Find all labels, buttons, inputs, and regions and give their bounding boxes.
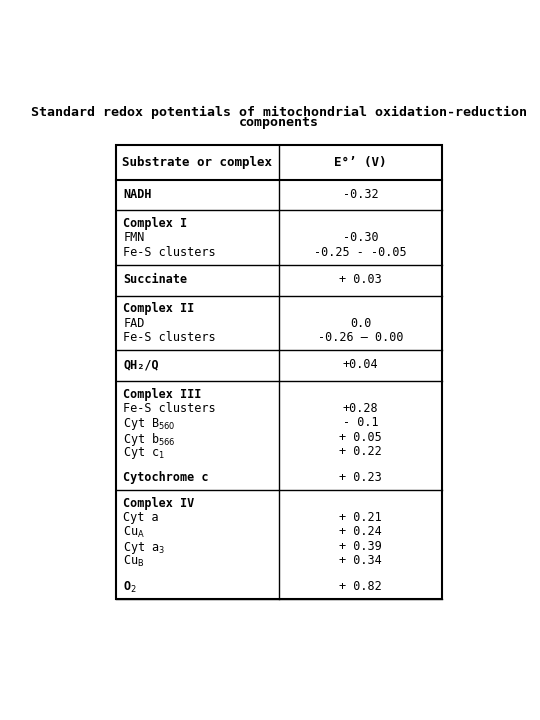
Text: Cyt B$_{\mathrm{560}}$: Cyt B$_{\mathrm{560}}$ bbox=[123, 416, 176, 432]
Text: Succinate: Succinate bbox=[123, 273, 187, 286]
Text: + 0.34: + 0.34 bbox=[339, 554, 382, 567]
Text: Complex II: Complex II bbox=[123, 302, 194, 315]
Text: Cyt a: Cyt a bbox=[123, 511, 159, 524]
Text: Cyt b$_{\mathrm{566}}$: Cyt b$_{\mathrm{566}}$ bbox=[123, 431, 176, 448]
Text: + 0.39: + 0.39 bbox=[339, 540, 382, 553]
Text: Cyt c$_{\mathrm{1}}$: Cyt c$_{\mathrm{1}}$ bbox=[123, 445, 165, 461]
Text: + 0.24: + 0.24 bbox=[339, 526, 382, 539]
Text: Standard redox potentials of mitochondrial oxidation-reduction: Standard redox potentials of mitochondri… bbox=[31, 106, 527, 119]
Text: QH₂/Q: QH₂/Q bbox=[123, 359, 159, 372]
Text: - 0.1: - 0.1 bbox=[343, 416, 378, 429]
Text: Cu$_{\mathrm{B}}$: Cu$_{\mathrm{B}}$ bbox=[123, 554, 144, 570]
Text: + 0.03: + 0.03 bbox=[339, 273, 382, 286]
Text: Substrate or complex: Substrate or complex bbox=[122, 156, 272, 168]
Text: Cu$_{\mathrm{A}}$: Cu$_{\mathrm{A}}$ bbox=[123, 526, 145, 541]
Text: Complex III: Complex III bbox=[123, 387, 201, 400]
Text: Fe-S clusters: Fe-S clusters bbox=[123, 246, 216, 258]
Text: -0.26 – 0.00: -0.26 – 0.00 bbox=[318, 331, 403, 344]
Text: 0.0: 0.0 bbox=[350, 317, 371, 330]
Text: Cytochrome c: Cytochrome c bbox=[123, 471, 208, 484]
Text: + 0.21: + 0.21 bbox=[339, 511, 382, 524]
Text: NADH: NADH bbox=[123, 188, 152, 201]
Bar bbox=[116, 145, 442, 599]
Text: +0.04: +0.04 bbox=[343, 359, 378, 372]
Text: Complex I: Complex I bbox=[123, 217, 187, 230]
Text: FAD: FAD bbox=[123, 317, 145, 330]
Text: +0.28: +0.28 bbox=[343, 402, 378, 415]
Text: components: components bbox=[239, 116, 319, 129]
Text: -0.25 - -0.05: -0.25 - -0.05 bbox=[314, 246, 407, 258]
Text: + 0.23: + 0.23 bbox=[339, 471, 382, 484]
Text: -0.32: -0.32 bbox=[343, 188, 378, 201]
Text: -0.30: -0.30 bbox=[343, 231, 378, 244]
Text: Fe-S clusters: Fe-S clusters bbox=[123, 402, 216, 415]
Text: FMN: FMN bbox=[123, 231, 145, 244]
Text: O$_{\mathrm{2}}$: O$_{\mathrm{2}}$ bbox=[123, 580, 137, 595]
Text: Complex IV: Complex IV bbox=[123, 497, 194, 510]
Text: Cyt a$_{\mathrm{3}}$: Cyt a$_{\mathrm{3}}$ bbox=[123, 540, 165, 556]
Text: E°’ (V): E°’ (V) bbox=[334, 156, 387, 168]
Text: Fe-S clusters: Fe-S clusters bbox=[123, 331, 216, 344]
Text: + 0.22: + 0.22 bbox=[339, 445, 382, 458]
Text: + 0.05: + 0.05 bbox=[339, 431, 382, 444]
Text: + 0.82: + 0.82 bbox=[339, 580, 382, 593]
